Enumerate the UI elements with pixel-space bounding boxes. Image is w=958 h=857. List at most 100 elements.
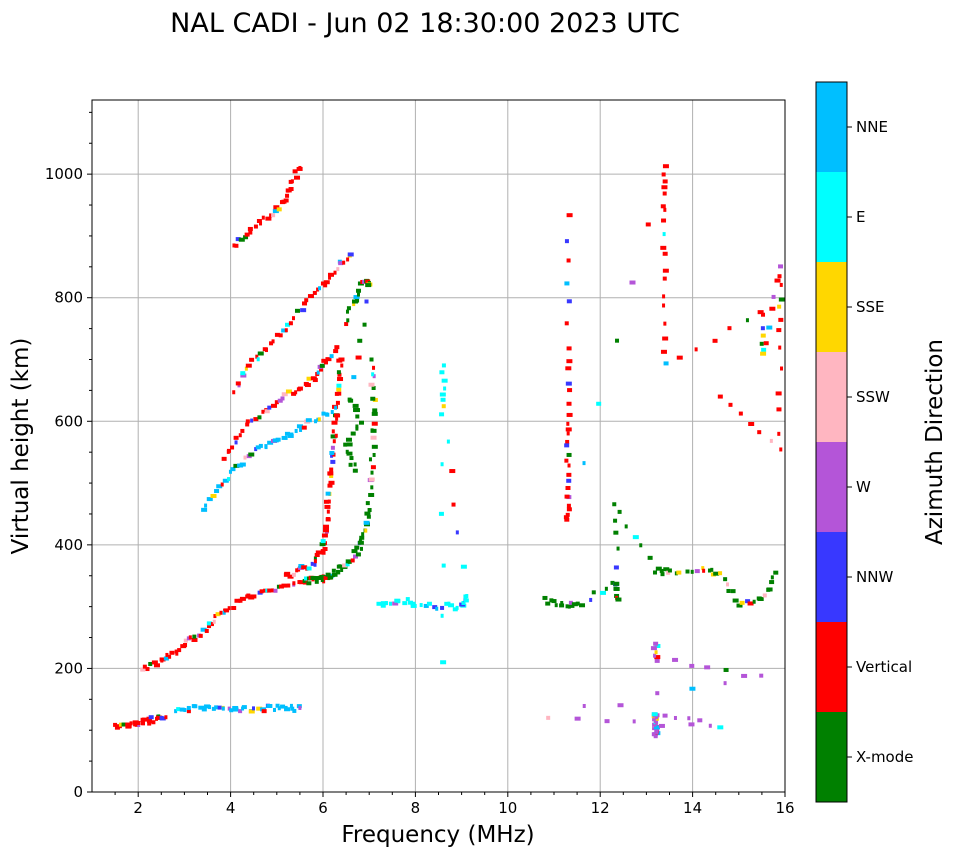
echo-point bbox=[723, 577, 728, 582]
echo-point bbox=[174, 709, 178, 714]
echo-point bbox=[220, 482, 224, 487]
echo-point bbox=[672, 657, 679, 662]
echo-point bbox=[206, 497, 213, 502]
echo-point bbox=[766, 325, 773, 330]
echo-point bbox=[292, 581, 296, 586]
echo-point bbox=[757, 310, 764, 315]
echo-point bbox=[546, 715, 551, 720]
echo-point bbox=[287, 583, 291, 588]
echo-point bbox=[461, 600, 466, 605]
echo-point bbox=[215, 612, 221, 617]
echo-point bbox=[280, 704, 286, 709]
echo-point bbox=[566, 472, 572, 477]
echo-point bbox=[659, 568, 664, 573]
echo-point bbox=[221, 706, 225, 711]
echo-point bbox=[717, 725, 724, 730]
echo-point bbox=[778, 317, 784, 322]
echo-point bbox=[233, 435, 239, 440]
echo-point bbox=[148, 661, 153, 666]
echo-point bbox=[778, 297, 785, 302]
echo-point bbox=[376, 601, 382, 606]
echo-point bbox=[261, 215, 265, 220]
echo-point bbox=[591, 590, 596, 595]
echo-point bbox=[368, 492, 375, 497]
echo-point bbox=[614, 593, 620, 598]
echo-point bbox=[660, 204, 666, 209]
echo-point bbox=[334, 405, 338, 410]
echo-point bbox=[335, 416, 339, 421]
echo-point bbox=[299, 580, 306, 585]
echo-point bbox=[362, 322, 367, 327]
echo-point bbox=[198, 633, 203, 638]
echo-point bbox=[319, 363, 325, 368]
echo-point bbox=[357, 338, 363, 343]
echo-point bbox=[432, 605, 438, 610]
echo-point bbox=[306, 581, 312, 586]
echo-point bbox=[289, 703, 293, 708]
echo-point bbox=[582, 704, 586, 709]
echo-point bbox=[566, 503, 571, 508]
echo-point bbox=[324, 360, 329, 365]
echo-point bbox=[298, 705, 302, 710]
echo-point bbox=[159, 716, 166, 721]
y-axis-label: Virtual height (km) bbox=[8, 338, 34, 555]
echo-point bbox=[777, 431, 781, 436]
echo-point bbox=[694, 347, 698, 352]
echo-point bbox=[255, 354, 259, 359]
echo-point bbox=[214, 705, 219, 710]
echo-point bbox=[141, 721, 145, 726]
echo-point bbox=[259, 589, 264, 594]
y-tick-label: 0 bbox=[73, 783, 83, 801]
echo-point bbox=[118, 722, 122, 727]
y-tick-label: 1000 bbox=[45, 165, 83, 183]
echo-point bbox=[261, 709, 267, 714]
echo-point bbox=[365, 501, 370, 506]
echo-point bbox=[639, 543, 643, 548]
echo-point bbox=[325, 357, 332, 362]
echo-point bbox=[305, 418, 312, 423]
echo-point bbox=[348, 398, 354, 403]
echo-point bbox=[251, 706, 255, 711]
echo-point bbox=[281, 392, 288, 397]
echo-point bbox=[564, 443, 570, 448]
echo-point bbox=[397, 599, 401, 604]
echo-point bbox=[284, 322, 290, 327]
echo-point bbox=[226, 448, 231, 453]
echo-point bbox=[694, 569, 700, 574]
echo-point bbox=[779, 282, 783, 287]
echo-point bbox=[301, 565, 308, 570]
echo-point bbox=[662, 191, 667, 196]
echo-point bbox=[351, 375, 357, 380]
echo-point bbox=[257, 415, 262, 420]
echo-point bbox=[164, 715, 168, 720]
echo-point bbox=[191, 637, 198, 642]
echo-point bbox=[663, 321, 667, 326]
echo-point bbox=[455, 530, 459, 535]
echo-point bbox=[280, 396, 285, 401]
echo-point bbox=[662, 179, 668, 184]
echo-point bbox=[352, 403, 359, 408]
echo-point bbox=[281, 328, 288, 333]
echo-point bbox=[250, 418, 254, 423]
echo-point bbox=[233, 463, 240, 468]
echo-point bbox=[325, 491, 331, 496]
echo-point bbox=[405, 597, 410, 602]
echo-point bbox=[329, 474, 334, 479]
echo-point bbox=[566, 299, 572, 304]
echo-point bbox=[449, 469, 456, 474]
echo-point bbox=[394, 598, 401, 603]
echo-point bbox=[346, 451, 353, 456]
echo-point bbox=[738, 411, 743, 416]
echo-point bbox=[615, 338, 620, 343]
echo-point bbox=[371, 385, 376, 390]
echo-point bbox=[192, 634, 197, 639]
echo-point bbox=[613, 530, 619, 535]
echo-point bbox=[369, 357, 374, 362]
echo-point bbox=[653, 734, 658, 739]
echo-point bbox=[350, 431, 356, 436]
echo-point bbox=[726, 588, 731, 593]
echo-point bbox=[322, 528, 329, 533]
echo-point bbox=[371, 411, 378, 416]
echo-point bbox=[582, 461, 586, 466]
echo-point bbox=[345, 309, 349, 314]
